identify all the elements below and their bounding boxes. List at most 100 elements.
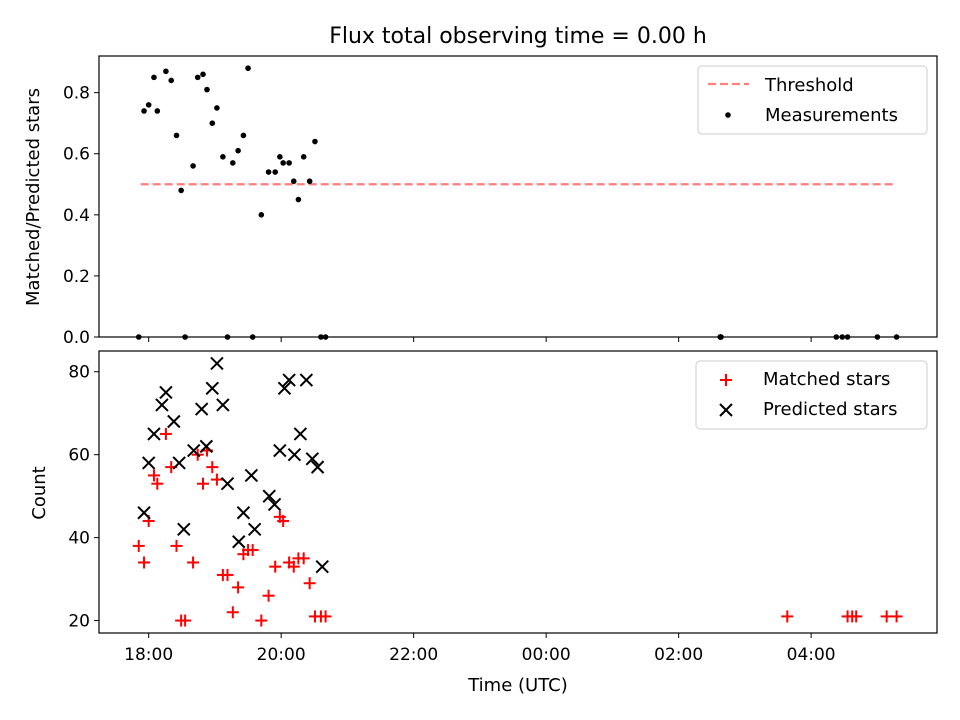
matched-star-point [297, 552, 310, 565]
bottom-ytick-label: 40 [68, 529, 90, 549]
matched-star-point [147, 469, 160, 482]
top-ytick-label: 0.6 [63, 145, 90, 165]
matched-star-point [232, 581, 245, 594]
predicted-star-stroke-b [267, 497, 282, 512]
matched-star-point [319, 610, 332, 623]
measurement-point [190, 163, 196, 169]
predicted-star-stroke-b [137, 506, 151, 520]
predicted-star-stroke-b [216, 398, 230, 412]
predicted-star-point [210, 356, 224, 371]
predicted-star-stroke-b [177, 522, 191, 537]
predicted-star-point [244, 468, 259, 483]
predicted-star-point [267, 497, 282, 512]
measurement-point [306, 178, 313, 185]
measurement-point [178, 187, 184, 194]
predicted-star-point [141, 456, 156, 470]
predicted-star-point [187, 443, 201, 458]
measurement-point [163, 68, 169, 75]
matched-star-point [287, 560, 300, 573]
predicted-star-stroke-b [147, 427, 161, 441]
predicted-star-stroke-b [167, 414, 181, 429]
measurement-point [286, 160, 292, 166]
predicted-star-stroke-b [194, 402, 209, 416]
predicted-star-point [199, 439, 214, 454]
bottom-y-ticks: 20 40 60 80 [68, 363, 99, 632]
matched-star-point [262, 589, 275, 602]
bottom-x-ticks: 18:00 20:00 22:00 00:00 02:00 04:00 [124, 633, 836, 665]
measurement-point [272, 169, 279, 175]
predicted-star-stroke-b [305, 452, 320, 466]
predicted-star-point [305, 452, 320, 466]
bottom-xtick-label: 00:00 [522, 645, 571, 665]
bottom-xtick-label: 22:00 [389, 645, 438, 665]
top-legend: Threshold Measurements [697, 65, 928, 135]
predicted-star-stroke-b [236, 506, 251, 520]
matched-star-point [277, 515, 290, 528]
predicted-star-point [293, 427, 308, 441]
predicted-star-stroke-b [159, 385, 173, 400]
measurement-point [194, 74, 201, 81]
matched-star-point [890, 610, 903, 623]
predicted-star-point [299, 373, 314, 387]
matched-star-point [269, 560, 282, 573]
top-ytick-label: 0.0 [63, 328, 90, 348]
matched-star-point [187, 556, 200, 569]
predicted-star-point [147, 427, 161, 441]
predicted-star-point [315, 559, 329, 574]
measurement-point [209, 120, 216, 126]
predicted-star-stroke-b [232, 535, 246, 549]
predicted-star-point [310, 460, 325, 474]
matched-star-point [179, 614, 192, 627]
legend-threshold-label: Threshold [764, 75, 854, 96]
legend-predicted-label: Predicted stars [763, 399, 897, 420]
predicted-star-stroke-b [247, 522, 262, 537]
top-ytick-label: 0.2 [63, 267, 90, 287]
predicted-star-stroke-b [282, 373, 296, 387]
top-x-ticks [148, 337, 812, 342]
predicted-star-stroke-b [141, 456, 156, 470]
predicted-star-point [155, 398, 169, 412]
predicted-star-point [137, 506, 151, 520]
matched-star-point [255, 614, 268, 627]
predicted-star-point [262, 489, 276, 503]
measurement-point [240, 132, 247, 139]
bottom-y-axis-label: Count [29, 466, 50, 519]
top-panel: 0.00.20.40.60.8 Matched/Predicted stars … [23, 55, 938, 348]
predicted-star-point [167, 414, 181, 429]
matched-star-point [850, 610, 863, 623]
measurement-point [258, 212, 265, 218]
bottom-plot-area [132, 356, 903, 627]
predicted-star-stroke-b [210, 356, 224, 371]
measurement-point [154, 108, 161, 114]
matched-star-point [132, 539, 145, 552]
measurement-point [200, 71, 206, 78]
bottom-xtick-label: 18:00 [124, 645, 173, 665]
bottom-ytick-label: 60 [68, 446, 90, 466]
measurement-point [290, 178, 297, 185]
matched-star-point [151, 477, 164, 490]
measurement-point [151, 74, 157, 81]
matched-star-point [210, 473, 223, 486]
bottom-xtick-label: 02:00 [654, 645, 703, 665]
matched-star-point [221, 568, 234, 581]
measurement-point [173, 132, 180, 139]
predicted-star-point [247, 522, 262, 537]
predicted-star-point [236, 506, 251, 520]
measurement-point [230, 160, 236, 166]
legend-matched-label: Matched stars [763, 369, 890, 390]
measurement-point [141, 108, 147, 114]
bottom-xtick-label: 20:00 [257, 645, 306, 665]
predicted-star-point [232, 535, 246, 549]
predicted-star-stroke-b [277, 381, 292, 396]
measurement-point [204, 86, 210, 93]
predicted-star-stroke-b [262, 489, 276, 503]
measurement-point [168, 77, 175, 84]
measurement-point [220, 153, 226, 160]
predicted-star-stroke-b [205, 381, 219, 396]
bottom-xtick-label: 04:00 [787, 645, 836, 665]
matched-star-point [246, 544, 259, 557]
predicted-star-point [216, 398, 230, 412]
predicted-star-stroke-b [244, 468, 259, 483]
